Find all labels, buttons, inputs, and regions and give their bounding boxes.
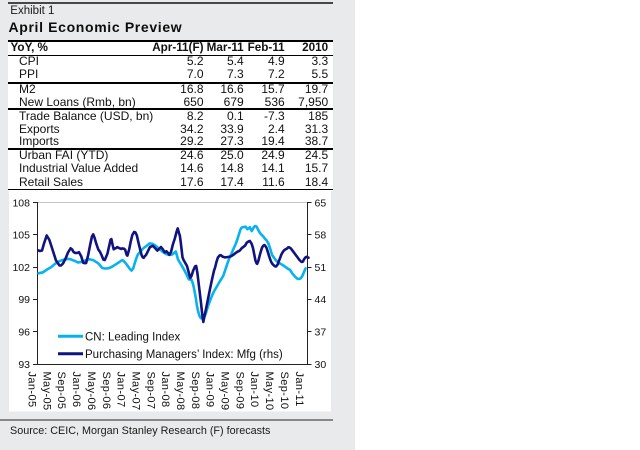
svg-text:96: 96 — [18, 327, 30, 339]
svg-text:108: 108 — [12, 197, 30, 209]
svg-text:93: 93 — [18, 359, 30, 371]
svg-text:Jan-05: Jan-05 — [26, 372, 38, 408]
svg-text:Jan-09: Jan-09 — [204, 372, 216, 408]
svg-text:May-05: May-05 — [40, 372, 52, 411]
svg-text:May-10: May-10 — [263, 372, 275, 411]
svg-text:65: 65 — [315, 197, 327, 209]
svg-text:51: 51 — [315, 262, 327, 274]
svg-text:May-09: May-09 — [219, 372, 231, 411]
svg-text:Jan-06: Jan-06 — [70, 372, 82, 408]
svg-text:58: 58 — [315, 230, 327, 242]
svg-text:May-07: May-07 — [129, 372, 141, 411]
svg-text:Sep-08: Sep-08 — [189, 372, 201, 410]
svg-text:105: 105 — [12, 230, 30, 242]
svg-text:Jan-11: Jan-11 — [293, 372, 305, 407]
svg-text:Sep-10: Sep-10 — [278, 372, 290, 410]
svg-text:Purchasing Managers’ Index: Mf: Purchasing Managers’ Index: Mfg (rhs) — [85, 349, 283, 361]
svg-text:30: 30 — [315, 359, 327, 371]
svg-text:Jan-07: Jan-07 — [115, 372, 127, 408]
svg-text:Sep-07: Sep-07 — [144, 372, 156, 410]
svg-text:May-08: May-08 — [174, 372, 186, 411]
svg-text:99: 99 — [18, 294, 30, 306]
svg-text:May-06: May-06 — [85, 372, 97, 411]
svg-text:Sep-06: Sep-06 — [100, 372, 112, 410]
svg-text:Sep-09: Sep-09 — [233, 372, 245, 410]
svg-text:CN: Leading Index: CN: Leading Index — [85, 331, 181, 343]
svg-text:Jan-08: Jan-08 — [159, 372, 171, 408]
svg-text:102: 102 — [12, 262, 30, 274]
svg-text:Sep-05: Sep-05 — [55, 372, 67, 410]
svg-text:Jan-10: Jan-10 — [248, 372, 260, 408]
svg-text:37: 37 — [315, 327, 327, 339]
svg-text:44: 44 — [315, 294, 327, 306]
